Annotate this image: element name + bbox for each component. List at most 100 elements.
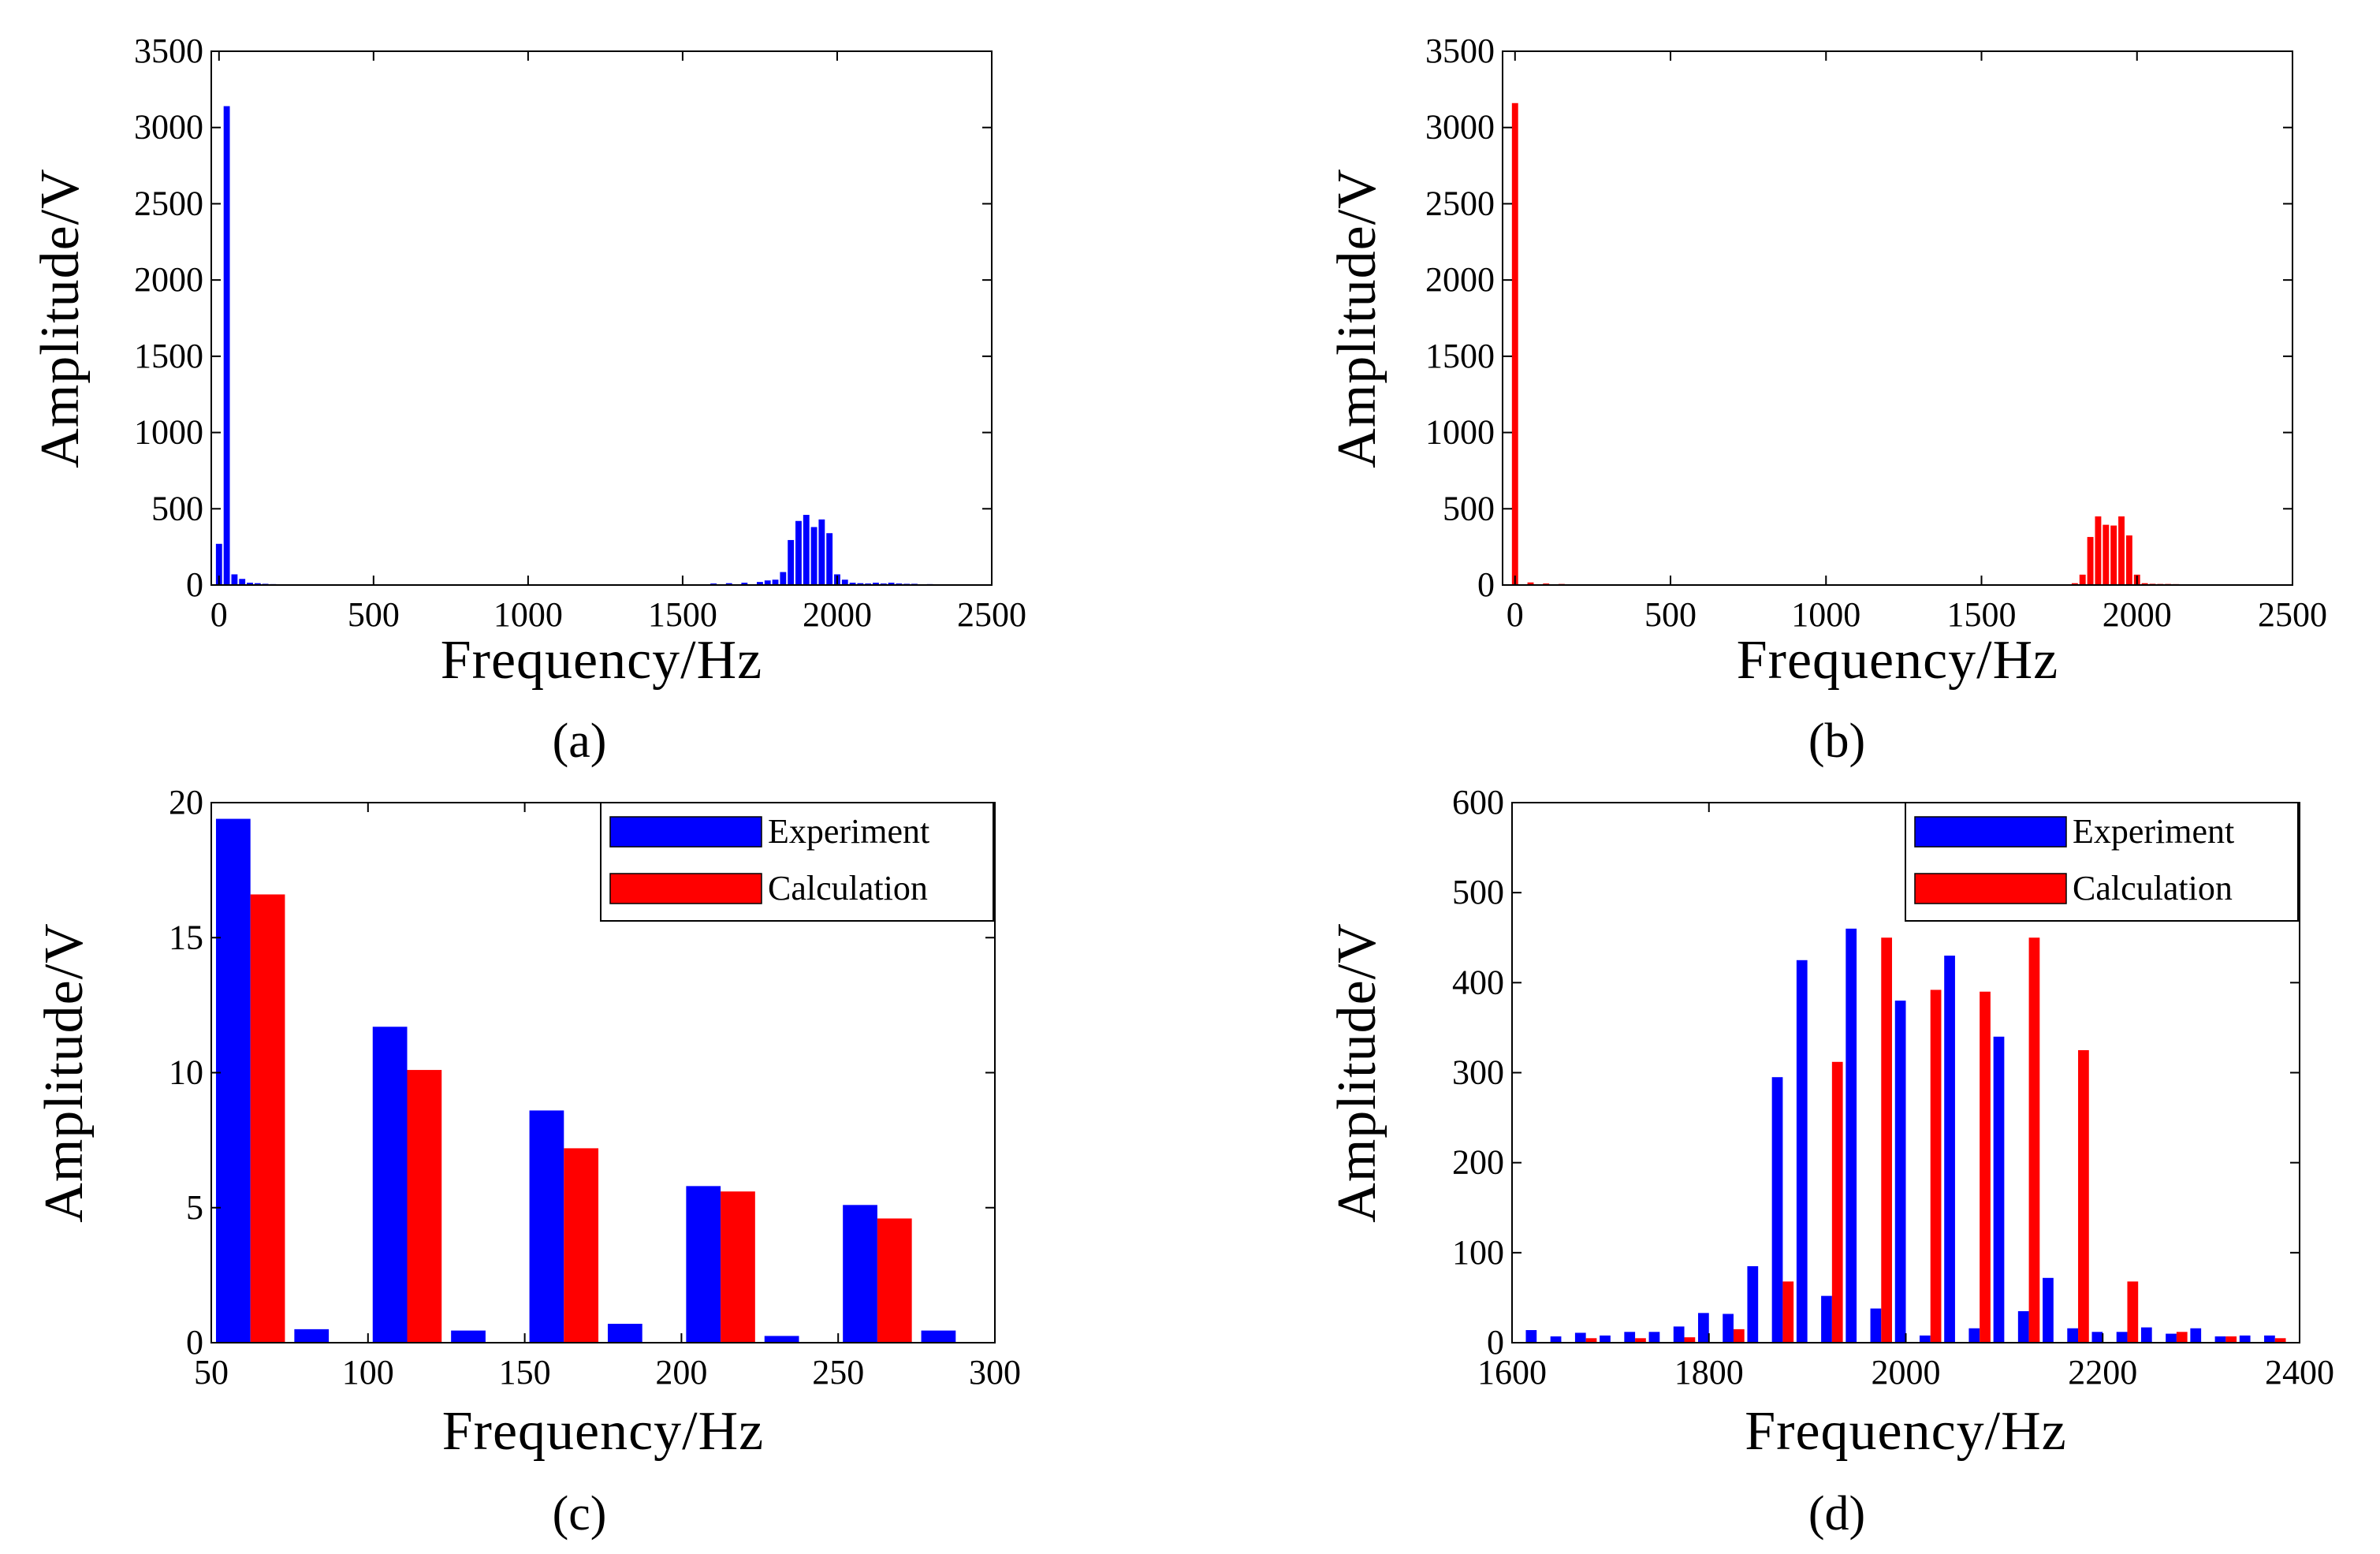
bar-calculation-b-11 <box>2125 535 2132 585</box>
bar-experiment-a-29 <box>849 583 856 585</box>
ytick-label: 1000 <box>1425 413 1495 452</box>
y-axis-label: Amplitude/V <box>30 168 91 468</box>
xtick-label: 500 <box>1644 595 1697 634</box>
xtick-label: 250 <box>812 1353 864 1392</box>
bar-calculation-d-5 <box>1831 1061 1843 1343</box>
ytick-label: 500 <box>1443 489 1495 527</box>
ytick-label: 100 <box>1452 1233 1504 1272</box>
bar-calculation-d-14 <box>2274 1338 2286 1343</box>
bar-calculation-d-11 <box>2127 1281 2139 1343</box>
bar-experiment-c-8 <box>843 1205 877 1343</box>
bar-experiment-d-6 <box>1648 1332 1660 1343</box>
bar-experiment-a-22 <box>795 520 802 585</box>
bar-calculation-b-13 <box>2141 583 2148 585</box>
bar-experiment-a-1 <box>223 106 230 585</box>
xtick-label: 2500 <box>2258 595 2327 634</box>
bar-experiment-a-20 <box>780 572 787 585</box>
bar-experiment-c-4 <box>529 1110 564 1343</box>
bar-experiment-d-7 <box>1673 1326 1685 1343</box>
bar-experiment-d-24 <box>2091 1332 2103 1343</box>
bar-calculation-d-10 <box>2078 1049 2089 1343</box>
chart-panel-a: 0 500 1000 1500 2000 2500 3000 3500 0 500 1000 1500… <box>30 32 1026 768</box>
bar-experiment-d-3 <box>1574 1332 1586 1343</box>
xtick-label: 1500 <box>648 595 717 634</box>
bar-experiment-c-0 <box>215 818 251 1343</box>
bar-experiment-d-21 <box>2017 1311 2029 1343</box>
bar-experiment-d-28 <box>2190 1328 2202 1343</box>
bar-experiment-c-7 <box>764 1336 799 1343</box>
bars-b <box>1511 102 2187 585</box>
legend-label-experiment: Experiment <box>768 812 929 851</box>
bar-experiment-d-1 <box>1525 1330 1537 1343</box>
xtick-label: 2200 <box>2068 1353 2137 1392</box>
bar-experiment-d-22 <box>2043 1277 2054 1343</box>
bar-experiment-c-9 <box>921 1330 956 1343</box>
bar-experiment-d-25 <box>2116 1332 2128 1343</box>
xtick-label: 2500 <box>957 595 1026 634</box>
bar-calculation-d-1 <box>1635 1338 1646 1343</box>
bar-calculation-b-9 <box>2110 525 2117 585</box>
ytick-label: 0 <box>1487 1323 1504 1362</box>
ytick-label: 600 <box>1452 783 1504 822</box>
bar-experiment-d-30 <box>2239 1335 2251 1343</box>
legend-swatch-experiment <box>1914 816 2067 848</box>
xtick-label: 300 <box>969 1353 1021 1392</box>
axes-frame-a <box>210 50 993 586</box>
bar-experiment-a-21 <box>788 539 795 585</box>
bar-experiment-d-5 <box>1624 1332 1636 1343</box>
ytick-label: 500 <box>1452 873 1504 911</box>
bar-experiment-a-3 <box>239 579 246 585</box>
bar-experiment-a-23 <box>803 515 810 585</box>
bar-experiment-d-23 <box>2067 1328 2079 1343</box>
xtick-label: 0 <box>1507 595 1524 634</box>
legend-label-calculation: Calculation <box>2073 869 2233 907</box>
bar-experiment-d-9 <box>1723 1314 1734 1343</box>
bar-experiment-a-16 <box>741 583 748 585</box>
bar-calculation-c-2 <box>564 1148 599 1343</box>
legend: Experiment Calculation <box>1905 802 2299 922</box>
axes-frame-b <box>1502 50 2293 586</box>
xtick-label: 50 <box>194 1353 229 1392</box>
xtick-label: 1600 <box>1477 1353 1547 1392</box>
bar-experiment-d-26 <box>2140 1327 2152 1343</box>
ytick-label: 3000 <box>1425 108 1495 147</box>
bar-calculation-d-0 <box>1585 1338 1597 1343</box>
bar-calculation-b-7 <box>2095 516 2102 585</box>
ytick-label: 2500 <box>134 184 203 222</box>
legend-label-calculation: Calculation <box>768 869 928 907</box>
bar-experiment-d-8 <box>1698 1313 1709 1343</box>
bar-experiment-d-17 <box>1919 1335 1931 1343</box>
xtick-label: 2000 <box>1872 1353 1941 1392</box>
bar-calculation-d-4 <box>1782 1281 1794 1343</box>
ytick-label: 2000 <box>1425 260 1495 299</box>
legend: Experiment Calculation <box>600 802 994 922</box>
bar-experiment-c-1 <box>294 1329 330 1343</box>
bar-experiment-d-12 <box>1796 960 1808 1343</box>
bar-experiment-c-10 <box>1000 1270 1034 1343</box>
xtick-label: 150 <box>499 1353 551 1392</box>
ytick-label: 3000 <box>134 108 203 147</box>
bar-experiment-a-18 <box>764 580 771 585</box>
y-axis-label: Amplitude/V <box>1327 168 1387 468</box>
bar-experiment-a-0 <box>215 543 222 585</box>
bar-calculation-d-12 <box>2176 1332 2188 1343</box>
ytick-label: 0 <box>1477 565 1495 604</box>
bar-experiment-a-2 <box>231 574 238 585</box>
legend-swatch-experiment <box>609 816 762 848</box>
xtick-label: 1000 <box>1791 595 1860 634</box>
ytick-label: 1500 <box>1425 337 1495 375</box>
bar-experiment-d-19 <box>1968 1328 1980 1343</box>
xtick-label: 1800 <box>1674 1353 1744 1392</box>
bar-calculation-d-9 <box>2028 937 2040 1343</box>
bar-experiment-a-26 <box>826 533 833 585</box>
ytick-label: 5 <box>186 1188 203 1227</box>
x-axis-label: Frequency/Hz <box>441 630 763 691</box>
ytick-label: 1500 <box>134 337 203 375</box>
panel-label: (b) <box>1808 714 1865 768</box>
bar-calculation-d-7 <box>1930 989 1942 1343</box>
bar-calculation-b-10 <box>2118 516 2125 585</box>
bar-experiment-d-18 <box>1944 956 1955 1343</box>
bar-experiment-d-10 <box>1747 1265 1759 1343</box>
bar-experiment-a-17 <box>757 582 763 585</box>
x-axis-label: Frequency/Hz <box>1737 630 2059 691</box>
